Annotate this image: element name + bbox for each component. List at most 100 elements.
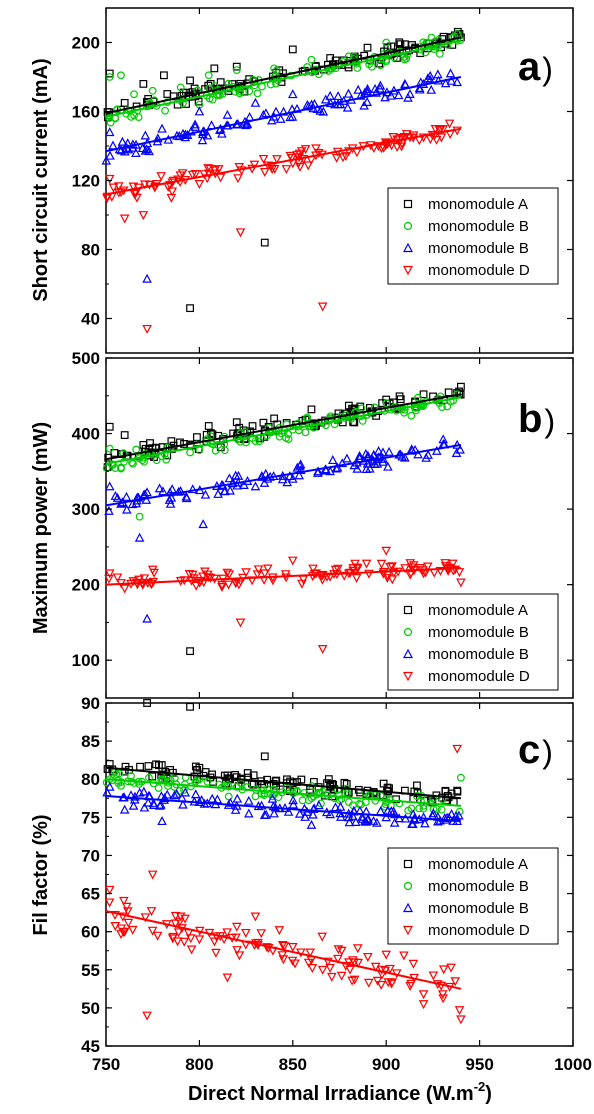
data-point bbox=[414, 393, 422, 402]
data-point bbox=[232, 62, 241, 71]
data-point bbox=[127, 112, 135, 121]
fit-line bbox=[105, 39, 462, 118]
data-point bbox=[145, 773, 153, 782]
data-point bbox=[177, 169, 188, 179]
data-point bbox=[149, 183, 160, 193]
x-axis-ticks: 750 800 850 900 950 1000 bbox=[92, 703, 592, 1074]
data-point bbox=[173, 928, 184, 938]
data-point bbox=[186, 647, 194, 656]
data-point bbox=[272, 776, 281, 785]
data-point bbox=[211, 948, 221, 958]
data-point bbox=[358, 417, 367, 425]
data-point bbox=[206, 120, 217, 130]
legend-marker bbox=[403, 199, 413, 209]
data-point bbox=[457, 382, 465, 391]
data-point bbox=[191, 581, 201, 591]
data-point bbox=[104, 127, 115, 137]
data-point bbox=[143, 797, 153, 807]
data-point bbox=[450, 565, 460, 575]
data-point bbox=[253, 89, 262, 98]
data-point bbox=[142, 613, 152, 623]
data-point bbox=[208, 430, 217, 439]
data-point bbox=[362, 458, 373, 468]
data-point bbox=[371, 796, 380, 805]
data-point bbox=[117, 71, 125, 80]
data-point bbox=[104, 505, 114, 515]
data-point bbox=[194, 935, 205, 945]
fit-line bbox=[105, 910, 462, 990]
data-point bbox=[260, 752, 269, 761]
data-point bbox=[342, 102, 353, 112]
data-point bbox=[446, 75, 457, 85]
y-tick-label: 70 bbox=[81, 846, 100, 865]
data-point bbox=[169, 790, 180, 800]
data-point bbox=[363, 813, 373, 823]
data-point bbox=[350, 559, 360, 569]
data-point bbox=[292, 462, 303, 472]
data-point bbox=[326, 54, 335, 62]
data-point bbox=[194, 106, 205, 116]
data-point bbox=[382, 798, 391, 806]
data-point bbox=[249, 771, 258, 780]
x-tick-label: 950 bbox=[465, 1055, 493, 1074]
data-point bbox=[431, 135, 442, 145]
data-point bbox=[279, 69, 287, 78]
legend-label: monomodule D bbox=[428, 262, 530, 279]
data-point bbox=[123, 144, 134, 154]
data-point bbox=[153, 133, 163, 143]
data-point bbox=[123, 907, 133, 917]
data-point bbox=[340, 152, 351, 162]
fit-line bbox=[105, 393, 462, 461]
data-point bbox=[187, 484, 198, 494]
data-point bbox=[171, 788, 182, 798]
data-point bbox=[249, 76, 258, 84]
data-point bbox=[172, 937, 183, 947]
data-point bbox=[277, 474, 288, 484]
data-point bbox=[232, 782, 241, 791]
data-point bbox=[101, 155, 112, 165]
data-point bbox=[331, 463, 342, 473]
data-point bbox=[256, 800, 267, 810]
data-point bbox=[362, 96, 372, 106]
data-point bbox=[438, 965, 449, 975]
data-point bbox=[112, 573, 123, 583]
data-point bbox=[252, 570, 263, 580]
data-point bbox=[400, 452, 410, 462]
data-point bbox=[185, 934, 196, 944]
data-point bbox=[134, 787, 145, 797]
data-point bbox=[142, 273, 152, 283]
data-point bbox=[380, 92, 390, 102]
data-point bbox=[277, 940, 288, 950]
data-point bbox=[382, 794, 390, 803]
data-point bbox=[158, 486, 168, 496]
data-point bbox=[152, 931, 163, 941]
data-point bbox=[203, 777, 212, 786]
data-point bbox=[117, 136, 128, 146]
data-point bbox=[190, 121, 201, 131]
data-point bbox=[220, 781, 229, 790]
data-point bbox=[351, 817, 361, 827]
data-point bbox=[381, 812, 392, 822]
data-point bbox=[298, 575, 309, 585]
data-point bbox=[261, 809, 271, 819]
data-point bbox=[288, 799, 299, 809]
data-point bbox=[131, 498, 142, 508]
data-point bbox=[306, 819, 317, 829]
panel-letter: b bbox=[518, 397, 542, 441]
data-point bbox=[224, 792, 233, 801]
data-point bbox=[251, 792, 260, 801]
data-point bbox=[195, 763, 204, 772]
panel-label: c) bbox=[518, 728, 553, 772]
data-point bbox=[140, 130, 151, 140]
data-point bbox=[317, 644, 328, 654]
data-point bbox=[454, 810, 464, 820]
data-point bbox=[403, 92, 413, 102]
y-tick-label: 65 bbox=[81, 885, 100, 904]
data-point bbox=[418, 812, 429, 822]
data-point bbox=[437, 805, 446, 814]
data-point bbox=[444, 388, 453, 397]
data-point bbox=[311, 144, 321, 154]
data-point bbox=[146, 907, 157, 917]
data-point bbox=[184, 570, 195, 580]
data-point bbox=[232, 946, 242, 956]
